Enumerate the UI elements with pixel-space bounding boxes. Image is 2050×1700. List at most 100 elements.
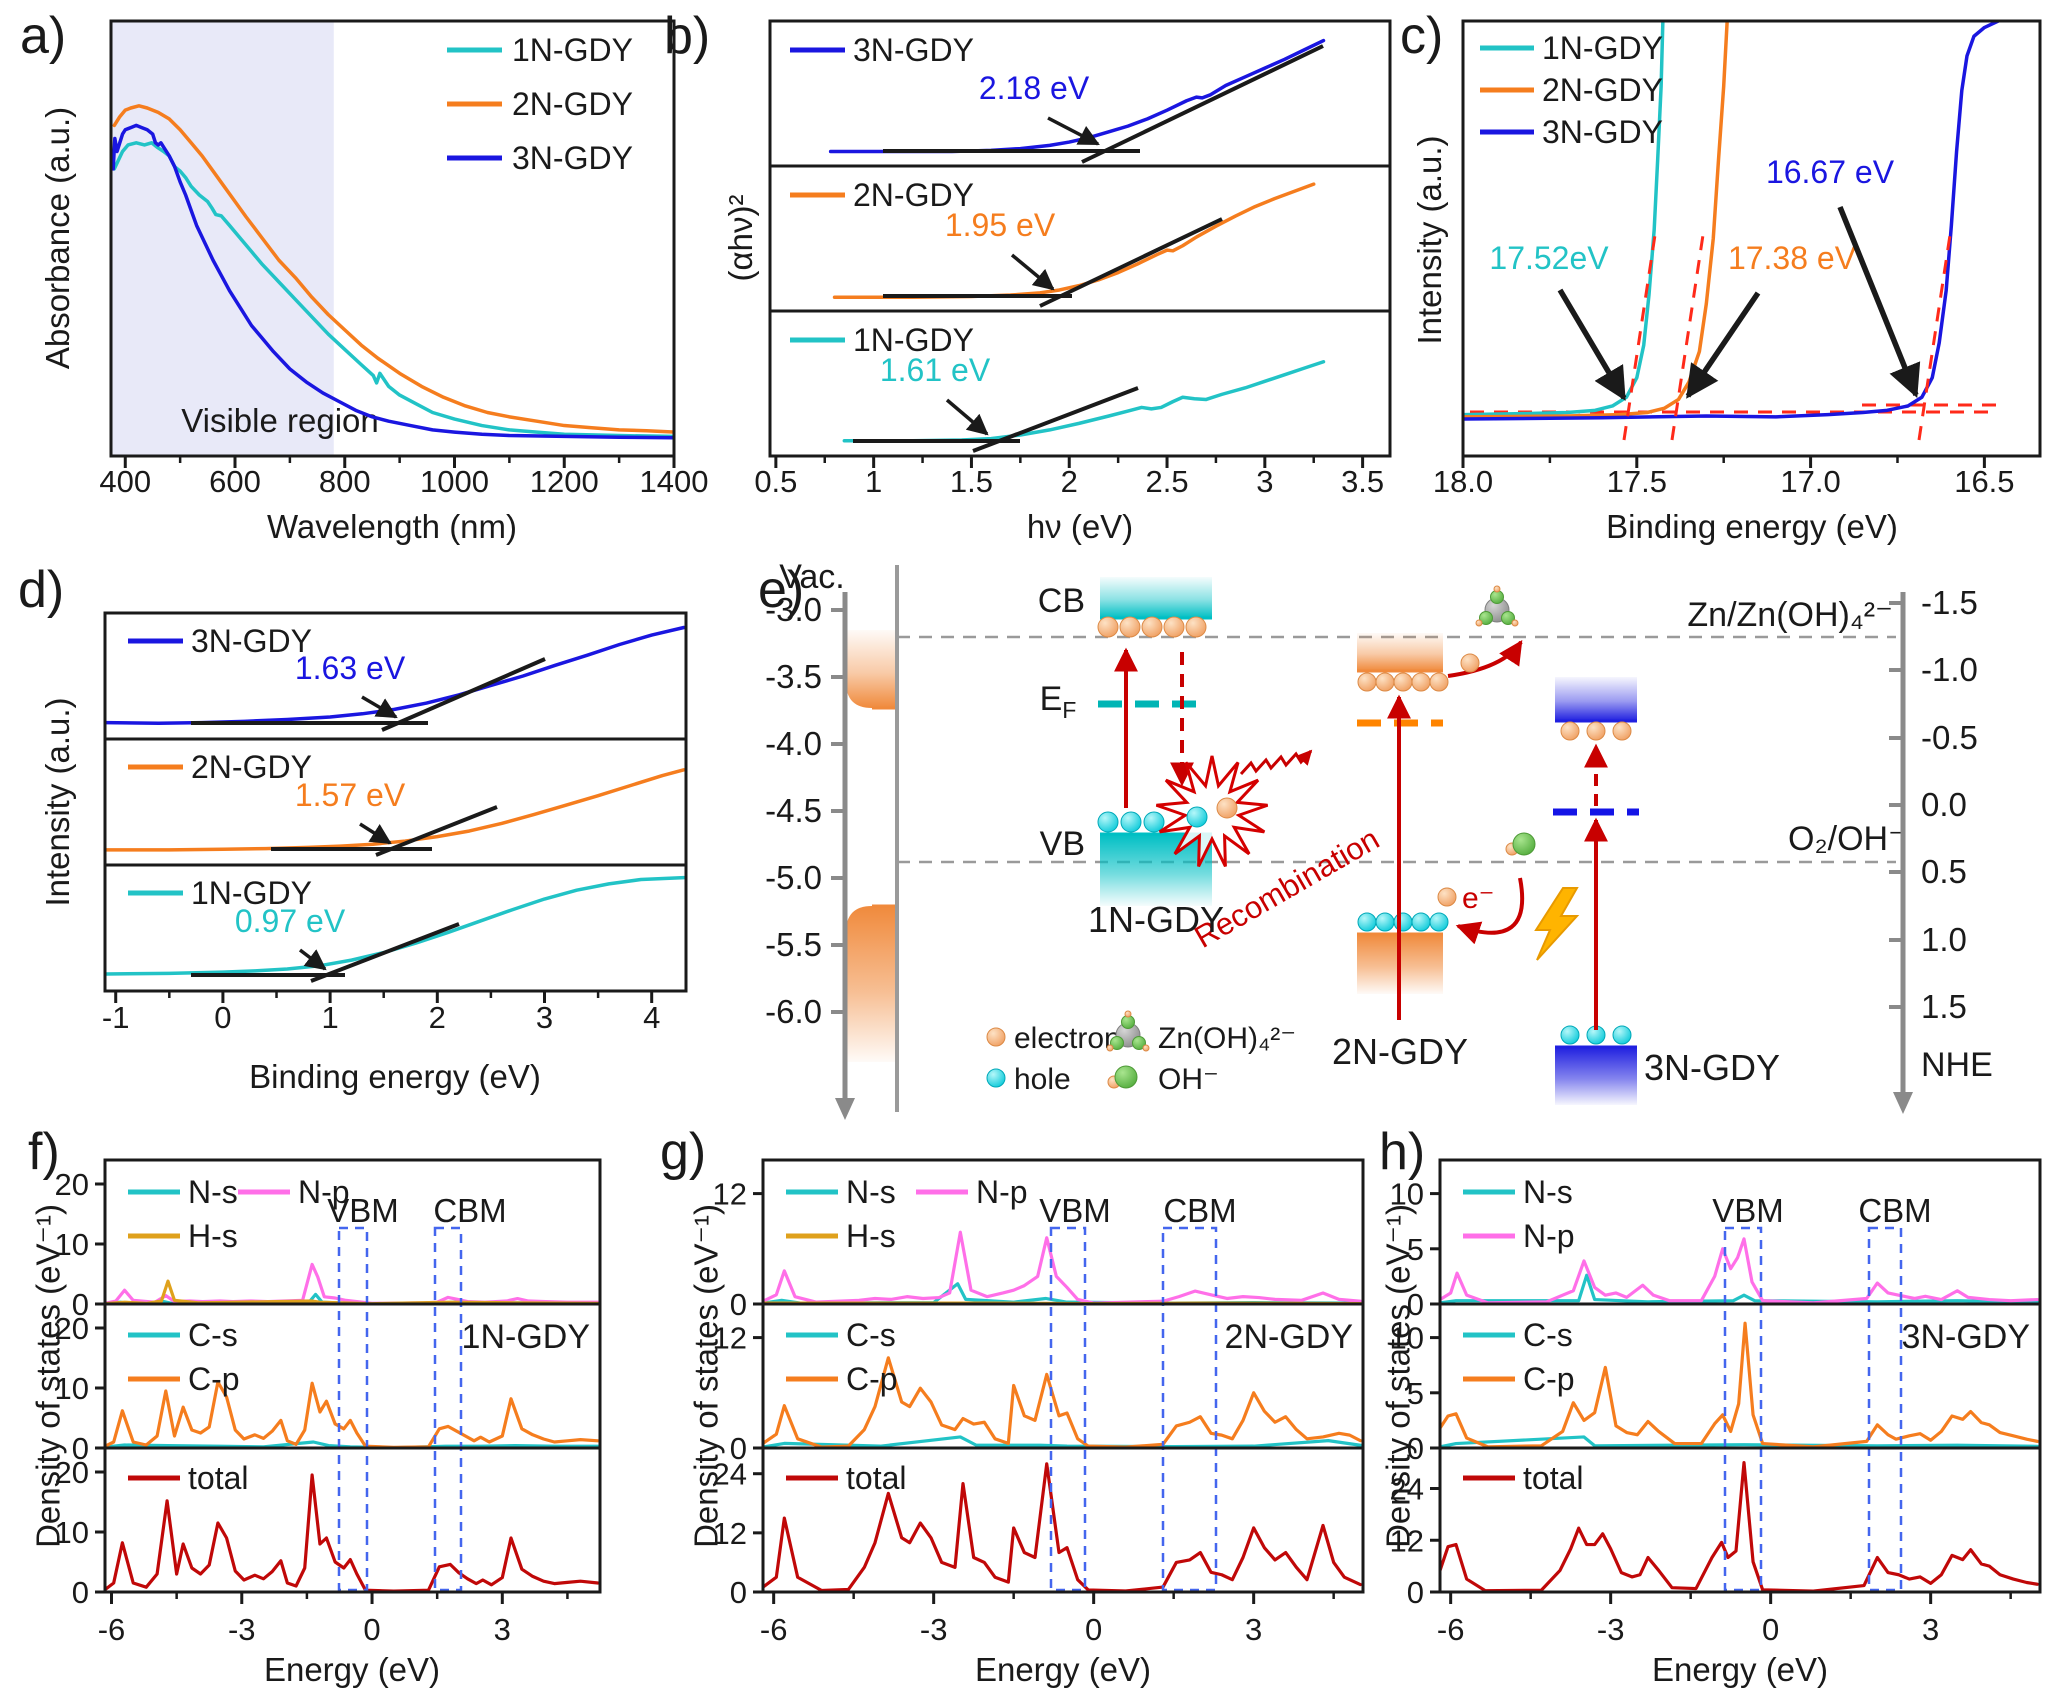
hole-icon (1375, 912, 1395, 932)
x-tick-label-d: -1 (102, 1000, 130, 1035)
electron-icon (1612, 721, 1632, 741)
electron-icon (1429, 672, 1449, 692)
hole-icon (1357, 912, 1377, 932)
hole-icon (1186, 806, 1208, 828)
electron-icon (1437, 887, 1457, 907)
vacuum-axis-arrow (835, 1098, 855, 1120)
y-tick-label: 24 (713, 1457, 747, 1492)
zn-redox-label: Zn/Zn(OH)₄²⁻ (1687, 596, 1893, 634)
x-tick-label-b: 3.5 (1341, 464, 1384, 499)
electron-icon (1124, 1010, 1132, 1018)
tangent-line (381, 657, 546, 732)
band-block (1555, 677, 1637, 721)
electron-icon (1586, 721, 1606, 741)
annotation-arrow (1047, 116, 1100, 146)
axis-label-f-x: Energy (eV) (263, 1651, 441, 1688)
sample-label-1N-GDY: 1N-GDY (462, 1318, 590, 1356)
recombination-starburst (1155, 755, 1269, 868)
electron-icon (1141, 616, 1163, 638)
y-tick-label: 0 (72, 1575, 89, 1610)
legend-label-C-p: C-p (846, 1361, 898, 1397)
panel-letter-b: b) (664, 7, 711, 65)
nhe-axis-title: NHE (1921, 1046, 1993, 1084)
vac-tick-label: -3.0 (765, 591, 822, 628)
axis-label-h-y: Density of states (eV⁻¹) (1379, 1204, 1417, 1548)
cbm-box (1161, 1226, 1218, 1592)
cutoff-arrow (1685, 291, 1761, 399)
legend-label-N-s: N-s (188, 1174, 238, 1210)
panel-letter-d: d) (18, 561, 65, 619)
legend-label-2N-GDY: 2N-GDY (512, 86, 633, 122)
axis-label-g-y: Density of states (eV⁻¹) (687, 1204, 725, 1548)
curve-2N-GDY (106, 768, 685, 852)
tangent-line (1039, 217, 1223, 308)
x-tick-label-h: 0 (1762, 1612, 1779, 1647)
vbm-box (337, 1226, 369, 1592)
legend-label-N-p: N-p (976, 1174, 1028, 1210)
y-tick-label: 12 (713, 1177, 747, 1212)
curve-2N-GDY (112, 104, 673, 434)
electron-icon (986, 1027, 1006, 1047)
bandgap-annotation-1N-GDY: 1.61 eV (880, 352, 991, 388)
bandgap-annotation-3N-GDY: 2.18 eV (979, 70, 1090, 106)
plot-frame (768, 19, 1392, 458)
x-tick-label-c: 18.0 (1433, 464, 1493, 499)
y-tick-label: 12 (1390, 1523, 1424, 1558)
cbm-label: CBM (433, 1192, 506, 1229)
curve-3N-GDY (1464, 22, 2000, 421)
cbm-box (433, 1226, 463, 1592)
electron-icon (1142, 1044, 1150, 1052)
sphere-icon (1512, 832, 1536, 856)
x-tick-label-b: 2 (1061, 464, 1078, 499)
electron-icon (1475, 619, 1483, 627)
sphere-icon (1501, 611, 1515, 625)
plot-frame (103, 611, 688, 993)
electron-icon (1119, 616, 1141, 638)
nhe-tick-label: -0.5 (1921, 719, 1978, 756)
panel-letter-f: f) (28, 1123, 60, 1181)
hole-icon (1097, 811, 1119, 833)
y-tick-label: 0 (730, 1431, 747, 1466)
vacuum-axis-title: Vac. (779, 558, 845, 596)
y-tick-label: 5 (1407, 1232, 1424, 1267)
y-tick-label: 0 (1407, 1575, 1424, 1610)
plot-frame (103, 1158, 602, 1594)
nhe-tick-label: 0.5 (1921, 853, 1967, 890)
x-tick-label-b: 1 (865, 464, 882, 499)
legend-label-C-s: C-s (846, 1317, 896, 1353)
curve-1N-GDY (106, 875, 685, 976)
hole-icon (1120, 811, 1142, 833)
x-tick-label-h: -6 (1437, 1612, 1465, 1647)
legend-label-total: total (846, 1460, 906, 1496)
band-block (1357, 633, 1443, 671)
axis-label-a-y: Absorbance (a.u.) (39, 106, 76, 370)
legend-label-C-p: C-p (188, 1361, 240, 1397)
hole-icon (1612, 1025, 1632, 1045)
sample-label-1N-GDY: 1N-GDY (1088, 899, 1224, 940)
electron-icon (1560, 721, 1580, 741)
electron-from-oh-arrow (1455, 877, 1525, 945)
hole-icon (986, 1068, 1006, 1088)
nhe-axis-arrow (1893, 1092, 1913, 1114)
legend-label-1N-GDY: 1N-GDY (853, 322, 974, 358)
y-tick-label: 5 (1407, 1376, 1424, 1411)
x-tick-label-d: 1 (321, 1000, 338, 1035)
x-tick-label-a: 400 (99, 464, 151, 499)
legend-label-1N-GDY: 1N-GDY (191, 875, 312, 911)
cbm-label: CBM (1163, 1192, 1236, 1229)
cbm-label: CBM (1858, 1192, 1931, 1229)
electron-icon (1493, 585, 1501, 593)
vbm-label: VBM (1039, 1192, 1111, 1229)
plot-frame (1461, 19, 2042, 458)
legend-label-1N-GDY: 1N-GDY (512, 32, 633, 68)
axis-label-d-y: Intensity (a.u.) (39, 697, 76, 907)
x-tick-label-a: 1000 (420, 464, 489, 499)
legend-electron: electron (1014, 1022, 1121, 1055)
legend-label-total: total (188, 1460, 248, 1496)
dos-curve-C-p (106, 1380, 599, 1450)
visible-region-label: Visible region (181, 402, 379, 439)
x-tick-label-c: 17.5 (1607, 464, 1667, 499)
curve-1N-GDY (112, 141, 673, 439)
tangent-line (1081, 44, 1324, 164)
legend-label-H-s: H-s (188, 1218, 238, 1254)
